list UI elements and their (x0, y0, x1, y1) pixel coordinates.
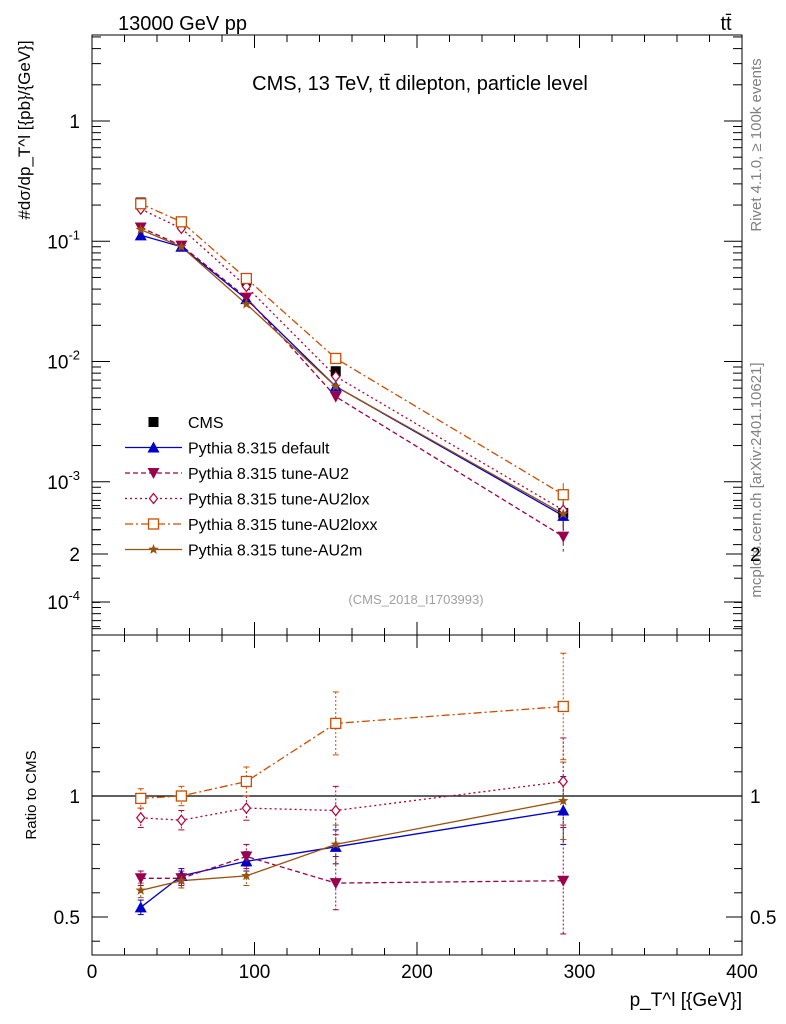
legend-marker (148, 492, 159, 505)
header-right-label: tt̄ (720, 13, 732, 35)
ratio-data-point (135, 884, 146, 895)
ratio-y-tick-label: 0.5 (54, 908, 80, 929)
main-data-point (135, 198, 147, 210)
ratio-data-point (330, 804, 341, 817)
main-data-point (330, 380, 341, 391)
main-series-line (140, 208, 564, 511)
main-data-point (557, 531, 570, 543)
x-tick-label: 400 (726, 962, 758, 983)
main-data-point (241, 298, 252, 309)
ratio-y-tick-label: 1 (69, 787, 80, 808)
ratio-panel-frame (91, 634, 743, 956)
legend-marker (147, 468, 160, 479)
ratio-data-point (135, 792, 147, 805)
main-data-point (558, 508, 569, 519)
ratio-y-tick-label: 2 (69, 545, 80, 566)
ratio-data-point (330, 717, 342, 730)
y-tick-label: 10-4 (47, 588, 80, 614)
ratio-data-point (557, 700, 569, 713)
legend-marker (147, 518, 160, 530)
legend-label: Pythia 8.315 tune-AU2loxx (188, 517, 377, 534)
main-data-point (135, 224, 146, 235)
ratio-data-point (134, 873, 147, 885)
legend-label: Pythia 8.315 tune-AU2lox (188, 492, 369, 509)
legend-marker (148, 417, 159, 427)
ratio-data-point (557, 804, 570, 816)
y-tick-label: 10-2 (47, 348, 80, 374)
y-tick-label: 10-1 (47, 227, 80, 253)
legend-label: Pythia 8.315 tune-AU2 (188, 466, 349, 483)
legend-marker (147, 441, 160, 453)
main-data-point (557, 489, 569, 501)
main-data-point (329, 391, 342, 403)
ratio-y-tick-label: 2 (750, 545, 761, 566)
analysis-id: (CMS_2018_I1703993) (348, 592, 483, 607)
legend-label: CMS (188, 415, 224, 432)
ratio-data-point (558, 795, 569, 806)
main-data-point (240, 272, 253, 285)
ratio-data-point (557, 875, 570, 887)
x-axis-label: p_T^l [{GeV}] (630, 990, 742, 1011)
legend-label: Pythia 8.315 default (188, 441, 330, 458)
ratio-y-tick-label: 0.5 (750, 908, 776, 929)
main-data-point (330, 352, 342, 365)
ratio-data-point (135, 811, 146, 824)
legend-label: Pythia 8.315 tune-AU2m (188, 543, 362, 560)
header-left-label: 13000 GeV pp (118, 13, 247, 35)
ratio-series-line (140, 809, 564, 908)
ratio-series-line (140, 855, 564, 884)
ratio-series-line (140, 705, 564, 800)
ratio-data-point (176, 814, 187, 827)
x-tick-label: 100 (239, 962, 271, 983)
main-series-line (140, 226, 564, 538)
ratio-series-line (140, 780, 564, 821)
ratio-data-point (176, 875, 187, 886)
y-tick-label: 10-3 (47, 468, 80, 494)
x-tick-label: 200 (401, 962, 433, 983)
ratio-data-point (240, 851, 253, 863)
y-tick-label: 1 (69, 112, 80, 133)
ratio-series-line (140, 800, 564, 892)
ratio-data-point (134, 901, 147, 913)
main-data-point (134, 229, 147, 241)
ratio-data-point (329, 878, 342, 890)
main-data-point (176, 241, 187, 252)
ratio-data-point (240, 775, 253, 788)
x-tick-label: 300 (564, 962, 596, 983)
mcplots-label: mcplots.cern.ch [arXiv:2401.10621] (748, 362, 765, 597)
main-data-point (240, 292, 253, 304)
ratio-y-axis-label: Ratio to CMS (23, 750, 40, 839)
ratio-y-tick-label: 1 (750, 787, 761, 808)
ratio-data-point (175, 790, 188, 802)
legend-marker (148, 544, 159, 554)
ratio-data-point (558, 775, 569, 788)
ratio-data-point (241, 802, 252, 815)
ratio-data-point (241, 870, 252, 881)
rivet-label: Rivet 4.1.0, ≥ 100k events (748, 58, 765, 231)
x-tick-label: 0 (87, 962, 98, 983)
main-data-point (175, 216, 188, 228)
ratio-data-point (330, 838, 341, 849)
chart-title: CMS, 13 TeV, tt̄ dilepton, particle leve… (252, 73, 588, 95)
main-y-axis-label: #dσ/dp_T^l [{pb}/{GeV}] (15, 40, 34, 219)
